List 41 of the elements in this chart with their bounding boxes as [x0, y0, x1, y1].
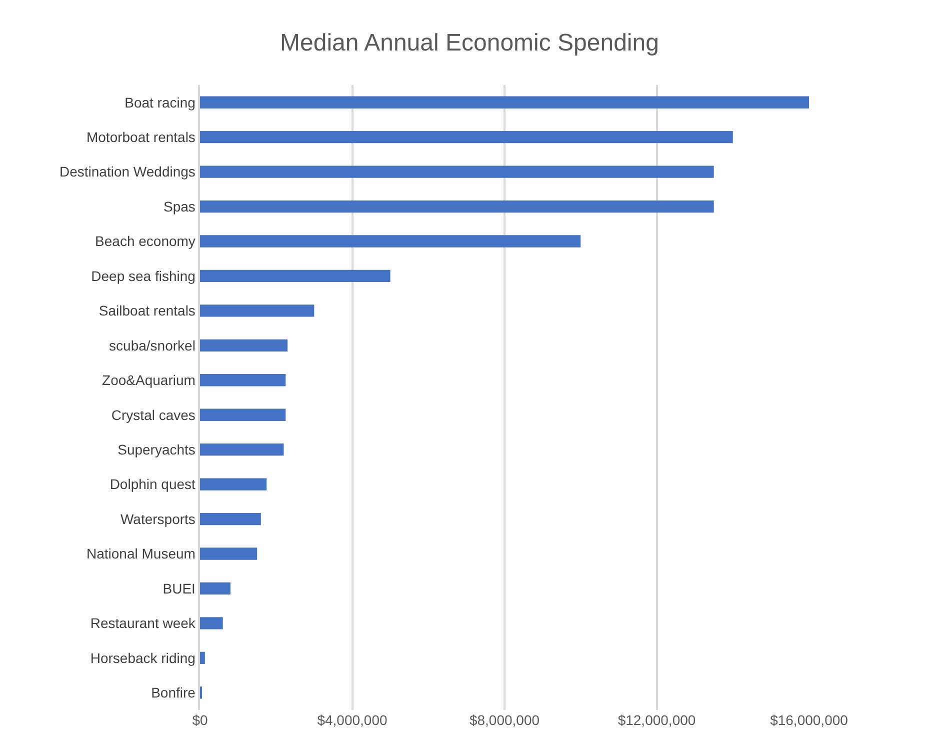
bar — [200, 304, 314, 317]
bar — [200, 374, 286, 386]
bar — [200, 652, 205, 664]
y-tick-label: scuba/snorkel — [109, 337, 196, 354]
bar — [200, 166, 714, 178]
y-tick-label: Dolphin quest — [110, 476, 196, 492]
bar — [200, 270, 390, 282]
chart-title: Median Annual Economic Spending — [280, 30, 659, 57]
y-tick-label: Zoo&Aquarium — [102, 372, 196, 388]
x-tick-label: $16,000,000 — [770, 712, 848, 728]
y-tick-label: BUEI — [162, 580, 196, 596]
y-tick-label: National Museum — [86, 546, 196, 562]
bar — [200, 512, 261, 526]
y-tick-label: Bonfire — [151, 684, 196, 701]
y-tick-label: Spas — [164, 198, 196, 214]
bar — [200, 582, 230, 595]
y-tick-label: Horseback riding — [90, 650, 196, 666]
bar — [200, 408, 286, 421]
bar — [200, 478, 267, 490]
x-tick-label: $8,000,000 — [469, 712, 540, 728]
x-tick-label: $4,000,000 — [317, 712, 388, 728]
bar — [200, 96, 809, 108]
y-tick-label: Destination Weddings — [60, 164, 196, 180]
bar — [200, 548, 258, 560]
x-tick-label: $12,000,000 — [618, 712, 696, 728]
bar — [200, 131, 733, 144]
bar — [200, 617, 223, 630]
bar — [200, 200, 714, 213]
y-tick-label: Superyachts — [118, 441, 196, 458]
y-tick-label: Watersports — [120, 510, 196, 527]
y-tick-label: Restaurant week — [90, 615, 196, 632]
bar — [200, 339, 288, 352]
y-tick-label: Crystal caves — [111, 406, 196, 423]
y-tick-label: Deep sea fishing — [91, 268, 196, 284]
x-tick-label: $0 — [192, 712, 208, 728]
y-tick-label: Sailboat rentals — [98, 302, 196, 319]
bar — [200, 235, 581, 248]
y-tick-label: Beach economy — [95, 233, 196, 250]
y-tick-label: Motorboat rentals — [86, 128, 196, 145]
y-tick-label: Boat racing — [124, 94, 196, 110]
bar — [200, 444, 284, 456]
